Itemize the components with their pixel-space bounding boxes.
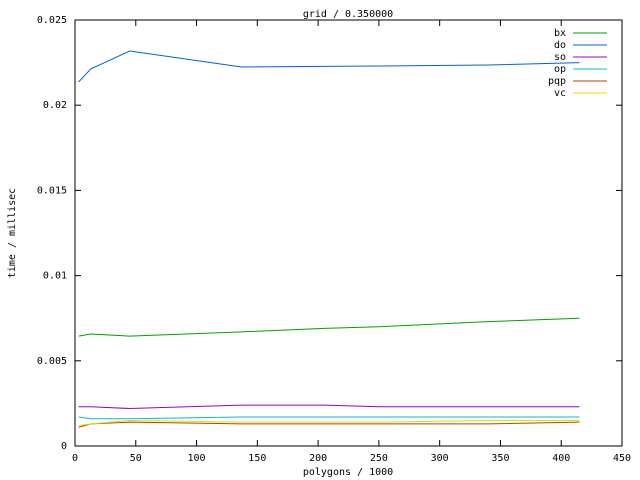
series-line <box>78 419 580 427</box>
y-tick-label: 0.01 <box>43 271 67 282</box>
series-line <box>78 317 580 337</box>
chart-title: grid / 0.350000 <box>303 9 393 20</box>
x-tick-label: 400 <box>552 453 570 464</box>
legend-label: bx <box>554 28 566 39</box>
x-tick-label: 350 <box>491 453 509 464</box>
legend-label: op <box>554 64 566 75</box>
legend-label: vc <box>554 88 566 99</box>
plot-border <box>74 19 623 447</box>
legend-label: do <box>554 40 566 51</box>
y-tick-label: 0.025 <box>37 15 67 26</box>
x-tick-label: 250 <box>370 453 388 464</box>
y-tick-label: 0.015 <box>37 185 67 196</box>
legend-label: pqp <box>548 76 566 87</box>
x-tick-label: 0 <box>72 453 78 464</box>
y-tick-label: 0 <box>61 441 67 452</box>
series-line <box>78 404 580 410</box>
legend-label: so <box>554 52 566 63</box>
series-line <box>78 50 580 83</box>
x-tick-label: 150 <box>248 453 266 464</box>
x-tick-label: 50 <box>130 453 142 464</box>
y-axis-label: time / millisec <box>7 188 18 278</box>
y-tick-label: 0.005 <box>37 356 67 367</box>
x-tick-label: 200 <box>309 453 327 464</box>
series-line <box>78 416 580 420</box>
x-tick-label: 450 <box>613 453 631 464</box>
y-tick-label: 0.02 <box>43 100 67 111</box>
x-tick-label: 300 <box>431 453 449 464</box>
x-axis-label: polygons / 1000 <box>303 467 393 478</box>
x-tick-label: 100 <box>188 453 206 464</box>
